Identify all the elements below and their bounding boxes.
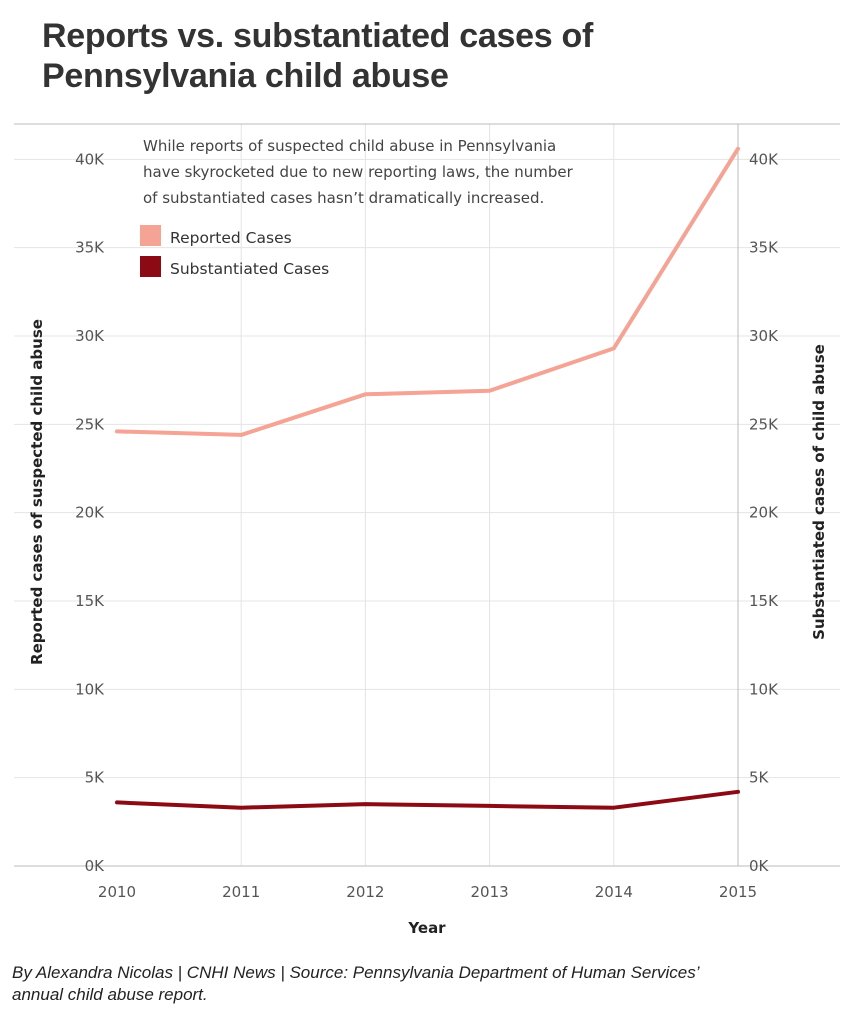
data-point-substantiated: [240, 806, 243, 809]
x-tick-label: 2013: [471, 883, 509, 901]
legend-label-substantiated: Substantiated Cases: [170, 260, 329, 278]
source-line-1: By Alexandra Nicolas | CNHI News | Sourc…: [12, 963, 700, 982]
y-tick-label-right: 35K: [749, 239, 779, 257]
data-point-reported: [612, 347, 615, 350]
x-axis-title: Year: [407, 919, 446, 937]
chart-title: Reports vs. substantiated cases of Penns…: [42, 16, 762, 96]
series-lines: [115, 146, 740, 810]
data-point-reported: [240, 433, 243, 437]
x-tick-label: 2011: [222, 883, 260, 901]
title-line-2: Pennsylvania child abuse: [42, 57, 449, 95]
series-line-substantiated: [115, 789, 740, 810]
data-point-reported: [736, 147, 740, 150]
y-tick-label-right: 15K: [749, 592, 779, 610]
tick-labels: 0K 0K 5K 5K 10K 10K 15K 15K 20K 20K 25K 25K 30K 30K 35…: [75, 150, 779, 901]
data-point-substantiated: [364, 802, 367, 806]
data-point-substantiated: [115, 801, 119, 804]
y-tick-label-right: 10K: [749, 680, 779, 698]
y-tick-label-right: 20K: [749, 504, 779, 522]
axes: [14, 123, 840, 867]
title-line-1: Reports vs. substantiated cases of: [42, 17, 593, 55]
annotation-line-1: While reports of suspected child abuse i…: [143, 137, 556, 155]
y-tick-label-left: 25K: [75, 415, 105, 433]
y-tick-label-left: 20K: [75, 504, 105, 522]
legend-swatch-substantiated: [140, 256, 161, 277]
x-tick-label: 2010: [98, 883, 136, 901]
legend: Reported Cases Substantiated Cases: [140, 225, 329, 278]
y-tick-label-left: 0K: [85, 857, 106, 875]
y-tick-label-right: 0K: [749, 857, 770, 875]
x-tick-label: 2015: [719, 883, 757, 901]
y-tick-label-left: 15K: [75, 592, 105, 610]
data-point-substantiated: [488, 804, 491, 808]
data-point-reported: [364, 393, 367, 396]
data-point-substantiated: [612, 806, 615, 809]
annotation: While reports of suspected child abuse i…: [143, 137, 574, 207]
y-tick-label-left: 5K: [85, 769, 106, 787]
legend-swatch-reported: [140, 225, 161, 246]
annotation-line-3: of substantiated cases hasn’t dramatical…: [143, 189, 544, 207]
annotation-line-2: have skyrocketed due to new reporting la…: [143, 163, 574, 181]
y-tick-label-left: 40K: [75, 150, 105, 168]
source-line-2: annual child abuse report.: [12, 985, 208, 1004]
y-tick-label-right: 40K: [749, 150, 779, 168]
y-axis-title-left: Reported cases of suspected child abuse: [28, 319, 46, 665]
data-point-reported: [115, 430, 119, 433]
y-axis-title-right: Substantiated cases of child abuse: [810, 344, 828, 640]
y-tick-label-left: 35K: [75, 239, 105, 257]
source-credit: By Alexandra Nicolas | CNHI News | Sourc…: [12, 962, 842, 1006]
x-tick-label: 2012: [346, 883, 384, 901]
y-tick-label-right: 30K: [749, 327, 779, 345]
y-tick-label-right: 25K: [749, 415, 779, 433]
series-line-reported: [115, 146, 740, 437]
data-point-substantiated: [736, 790, 740, 793]
y-tick-label-right: 5K: [749, 769, 770, 787]
x-tick-label: 2014: [595, 883, 633, 901]
data-point-reported: [488, 389, 491, 392]
y-tick-label-left: 30K: [75, 327, 105, 345]
legend-label-reported: Reported Cases: [170, 229, 292, 247]
gridlines: [14, 124, 840, 866]
y-tick-label-left: 10K: [75, 680, 105, 698]
